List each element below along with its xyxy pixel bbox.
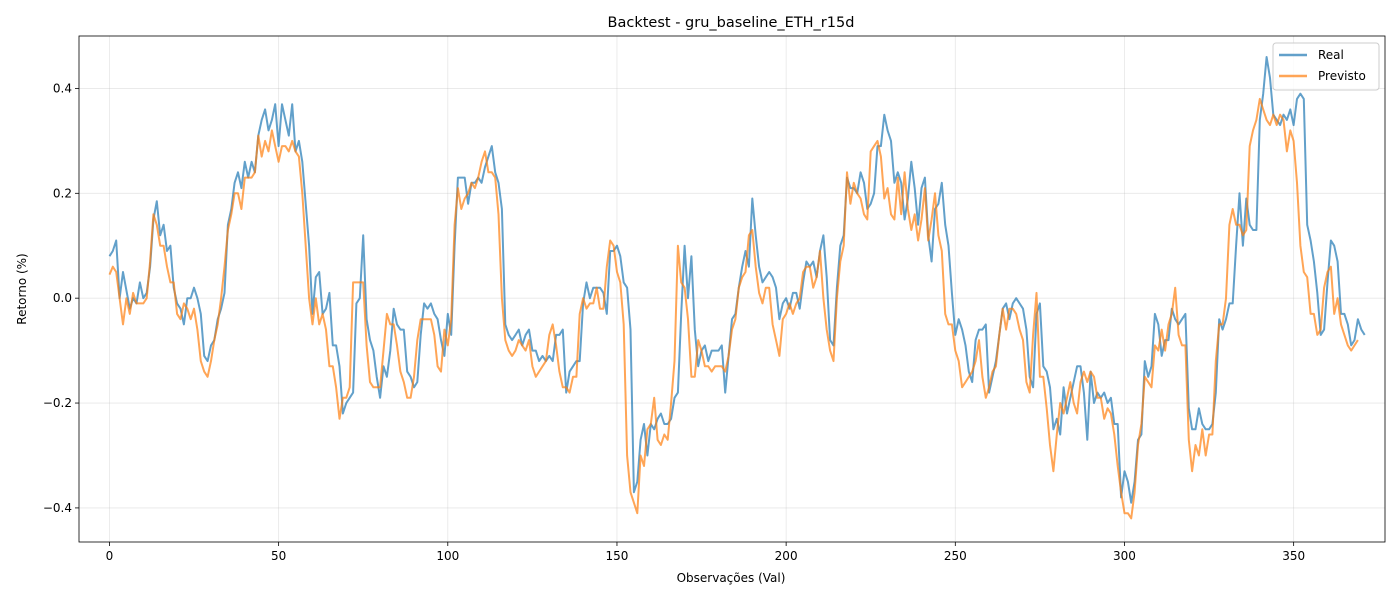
x-tick-label: 350	[1282, 549, 1305, 563]
plot-frame	[78, 35, 1386, 543]
legend-label-previsto: Previsto	[1318, 69, 1366, 83]
x-tick-label: 0	[106, 549, 114, 563]
y-tick-label: 0.0	[53, 291, 72, 305]
series-line-previsto	[108, 97, 1359, 520]
chart-title: Backtest - gru_baseline_ETH_r15d	[608, 15, 855, 31]
x-tick-label: 250	[944, 549, 967, 563]
x-tick-label: 50	[271, 549, 286, 563]
legend: Real Previsto	[1272, 42, 1380, 91]
x-axis-label: Observações (Val)	[677, 571, 786, 585]
y-tick-label: −0.2	[43, 396, 72, 410]
x-axis-ticks: 0 50 100 150 200 250 300 350	[106, 542, 1305, 563]
series-lines	[108, 56, 1366, 520]
y-tick-label: −0.4	[43, 501, 72, 515]
legend-label-real: Real	[1318, 48, 1344, 62]
x-tick-label: 150	[606, 549, 629, 563]
grid	[79, 36, 1385, 542]
x-tick-label: 200	[775, 549, 798, 563]
y-axis-ticks: −0.4 −0.2 0.0 0.2 0.4	[43, 81, 79, 515]
y-axis-label: Retorno (%)	[15, 253, 29, 324]
x-tick-label: 300	[1113, 549, 1136, 563]
y-tick-label: 0.4	[53, 81, 72, 95]
y-tick-label: 0.2	[53, 186, 72, 200]
x-tick-label: 100	[436, 549, 459, 563]
